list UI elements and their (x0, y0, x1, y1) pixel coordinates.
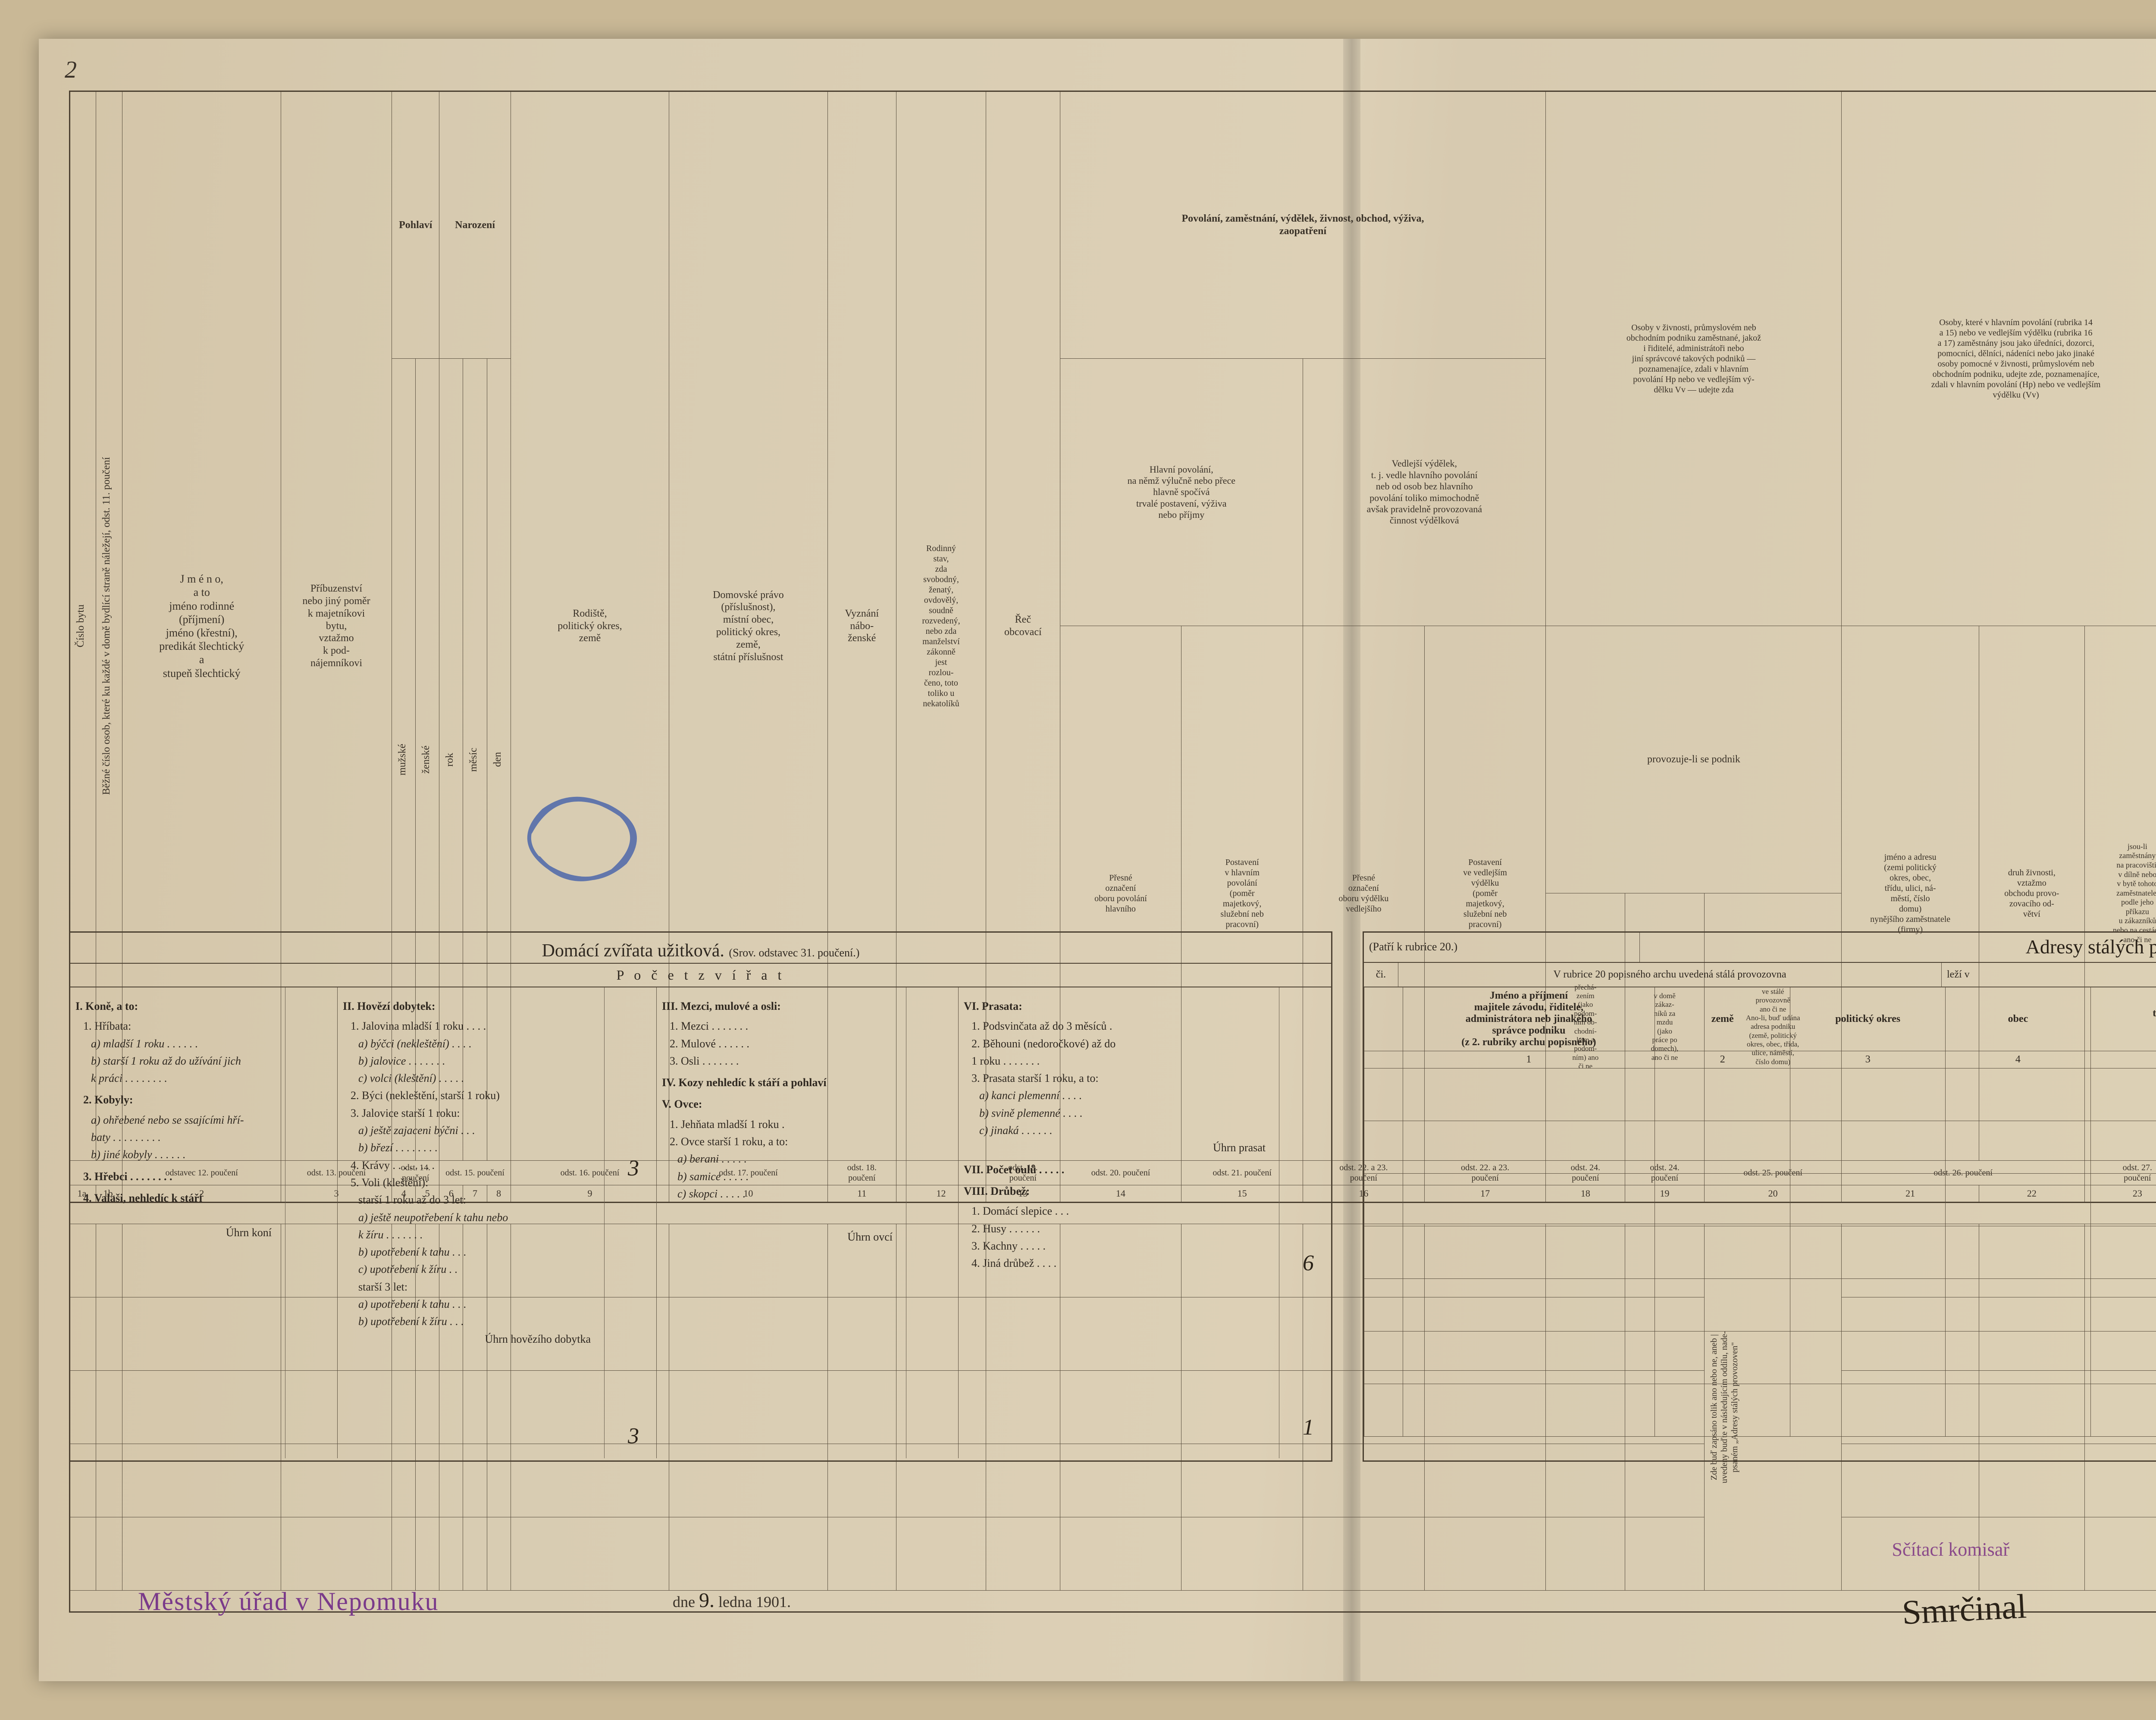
addr-row (1364, 1068, 2156, 1121)
footer-stamp: Městský úřad v Nepomuku (138, 1587, 439, 1617)
nar-den: den (490, 749, 506, 771)
footer-date: dne 9. ledna 1901. (673, 1588, 791, 1612)
page-number: 2 (65, 56, 77, 84)
hand-3a: 3 (628, 1151, 639, 1186)
nar-rok: rok (442, 749, 458, 770)
pohlavi-z: ženské (418, 742, 434, 777)
signature-1: Smrčinal (1901, 1587, 2028, 1633)
grp-povolani: Povolání, zaměstnání, výdělek, živnost, … (1060, 91, 1546, 359)
hand-6: 6 (1303, 1246, 1314, 1281)
col-byt: Číslo bytu (73, 601, 89, 651)
col-pohlavi: Pohlaví (392, 91, 439, 359)
provozuje: provozuje-li se podnik (1546, 626, 1842, 893)
animals-section: Domácí zvířata užitková. (Srov. odstavec… (69, 931, 1332, 1462)
grp-osoby-hl: Osoby, které v hlavním povolání (rubrika… (1842, 91, 2156, 626)
addr-row (1364, 1332, 2156, 1384)
grp-osoby-ziv: Osoby v živnosti, průmyslovém neb obchod… (1546, 91, 1842, 626)
paper-sheet: 2 Číslo bytu Běžné číslo osob, které ku … (39, 39, 2156, 1681)
footer-commissioner-label: Sčítací komisař (1892, 1538, 2010, 1560)
hand-3b: 3 (628, 1419, 639, 1454)
addr-row (1364, 1279, 2156, 1332)
addr-title: Adresy stálých provozoven. (1640, 933, 2156, 962)
addr-row (1364, 1226, 2156, 1279)
sub-vedlejsi: Vedlejší výdělek, t. j. vedle hlavního p… (1303, 359, 1546, 626)
pohlavi-m: mužské (395, 740, 411, 779)
animals-title: Domácí zvířata užitková. (Srov. odstavec… (70, 938, 1331, 964)
addr-row (1364, 1384, 2156, 1437)
hand-1: 1 (1303, 1410, 1314, 1445)
animals-subtitle: P o č e t z v í ř a t (70, 964, 1331, 987)
data-row (70, 1517, 2156, 1591)
col-bezne: Běžné číslo osob, které ku každé v domě … (99, 454, 115, 799)
addr-row (1364, 1174, 2156, 1226)
addr-row (1364, 1121, 2156, 1174)
col-narozeni: Narození (439, 91, 511, 359)
addr-note: (Patří k rubrice 20.) (1364, 933, 1640, 962)
addresses-section: (Patří k rubrice 20.) Adresy stálých pro… (1363, 931, 2156, 1462)
nar-mesic: měsíc (466, 744, 482, 775)
addresses-table: Jméno a příjmení majitele závodu, řidite… (1364, 987, 2156, 1437)
sub-hlavni: Hlavní povolání, na němž výlučně nebo př… (1060, 359, 1303, 626)
